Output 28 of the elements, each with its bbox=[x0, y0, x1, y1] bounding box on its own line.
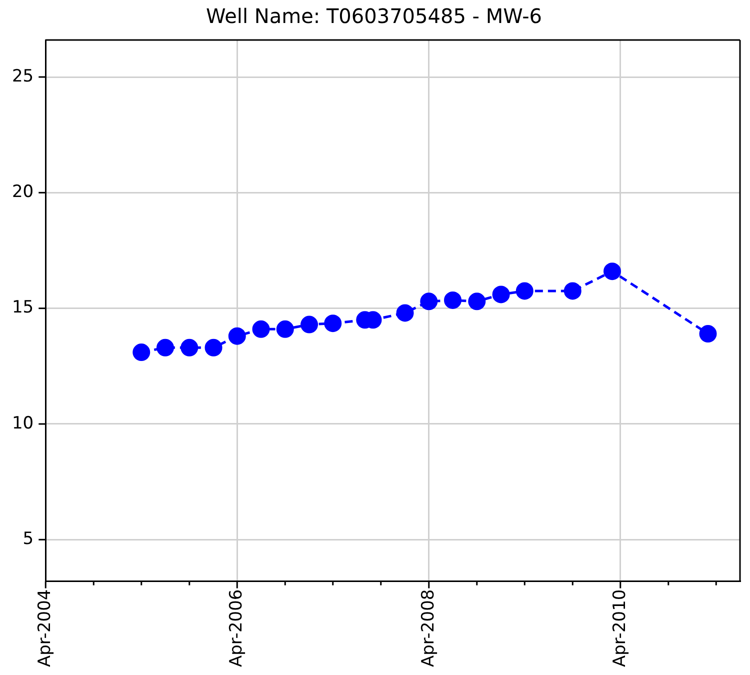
point bbox=[444, 291, 462, 309]
point bbox=[492, 286, 510, 304]
chart-title: Well Name: T0603705485 - MW-6 bbox=[206, 4, 542, 28]
point bbox=[300, 316, 318, 334]
y-tick-label: 15 bbox=[12, 298, 34, 318]
x-tick-label: Apr-2006 bbox=[226, 589, 247, 668]
point bbox=[252, 320, 270, 338]
y-tick-label: 20 bbox=[12, 182, 34, 202]
y-tick-label: 25 bbox=[12, 66, 34, 86]
point bbox=[228, 327, 246, 345]
x-tick-label: Apr-2008 bbox=[418, 589, 438, 668]
point bbox=[396, 304, 414, 322]
point bbox=[132, 344, 150, 362]
x-tick-label: Apr-2010 bbox=[610, 589, 630, 668]
x-tick-label: Apr-2004 bbox=[35, 589, 56, 668]
point bbox=[699, 325, 717, 343]
point bbox=[156, 338, 174, 356]
y-tick-label: 10 bbox=[12, 413, 34, 434]
point bbox=[324, 314, 342, 332]
y-tick-label: 5 bbox=[22, 529, 34, 550]
point bbox=[204, 338, 222, 356]
point bbox=[604, 262, 621, 280]
point bbox=[420, 292, 438, 310]
point bbox=[516, 282, 534, 300]
point bbox=[468, 292, 486, 310]
point bbox=[276, 320, 294, 338]
point bbox=[564, 282, 582, 300]
point bbox=[180, 338, 198, 356]
